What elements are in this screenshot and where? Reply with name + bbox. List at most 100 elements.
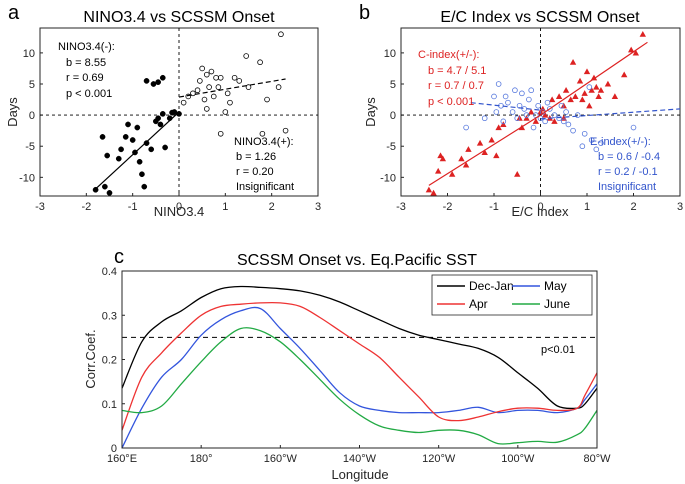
series-line-dec-jan	[121, 285, 598, 410]
panel-b-point-e-index	[565, 121, 572, 128]
annotation-b1-line4: p < 0.001	[428, 96, 474, 108]
panel-b-fit-line-c-index	[428, 114, 541, 186]
panel-b-fit-line-e-index	[540, 108, 681, 120]
panel-b-point-e-index	[512, 87, 518, 94]
panel-b-point-e-index	[514, 115, 521, 122]
panel-b-point-c-index	[435, 167, 442, 174]
panel-b-point-c-index	[493, 152, 500, 159]
panel-c-ytick-label: 0.2	[102, 355, 117, 367]
legend-label-may: May	[544, 279, 567, 293]
panel-a-point-nino3-4	[257, 59, 263, 66]
panel-b-point-e-index	[563, 109, 569, 115]
panel-b-point-e-index	[521, 106, 528, 112]
panel-a-point-nino3-4	[125, 121, 131, 128]
panel-b-fit-line-e-index	[470, 102, 541, 111]
panel-b-point-e-index	[579, 143, 586, 150]
panel-b-point-e-index	[544, 99, 551, 106]
panel-b-point-e-index	[526, 96, 532, 103]
panel-a-point-nino3-4	[118, 146, 124, 153]
panel-b-point-c-index	[572, 93, 579, 100]
panel-a-point-nino3-4	[231, 74, 238, 81]
panel-a-point-nino3-4	[204, 106, 210, 112]
panel-a: a NINO3.4 vs SCSSM Onset -3 -2 -1 0 1 2 3-10-5…	[5, 2, 321, 219]
panel-b-ytick-label: 0	[390, 110, 396, 122]
panel-b-point-c-index	[593, 83, 600, 90]
panel-a-xtick-label: -1	[128, 201, 138, 213]
panel-a-point-nino3-4	[222, 109, 229, 115]
annotation-b1-line1: C-index(+/-):	[418, 49, 479, 61]
panel-a-point-nino3-4	[155, 115, 161, 122]
panel-b-point-c-index	[448, 171, 456, 177]
panel-b-point-c-index	[551, 118, 558, 124]
panel-a-point-nino3-4	[259, 130, 266, 137]
panel-a-ytick-label: -10	[19, 172, 35, 184]
panel-a-point-nino3-4	[122, 134, 129, 140]
panel-b-point-e-index	[581, 130, 588, 137]
panel-b-xlabel: E/C Index	[511, 204, 569, 219]
panel-a-point-nino3-4	[217, 74, 224, 81]
panel-b-point-c-index	[627, 46, 635, 53]
panel-b-point-e-index	[463, 124, 469, 131]
panel-a-annotation-neg: NINO3.4(-): b = 8.55 r = 0.69 p < 0.001	[58, 41, 115, 100]
panel-c-xtick-label: 140°W	[343, 453, 377, 465]
annotation-b2-line4: Insignificant	[598, 181, 656, 193]
panel-a-point-nino3-4	[104, 152, 111, 159]
panel-b-ytick-label: -10	[380, 172, 396, 184]
panel-a-point-nino3-4	[162, 144, 168, 151]
panel-b-point-e-index	[551, 112, 558, 118]
panel-b-point-e-index	[491, 93, 497, 100]
panel-b-point-e-index	[546, 106, 553, 112]
panel-a-point-nino3-4	[129, 137, 136, 143]
panel-b-point-c-index	[621, 71, 628, 78]
panel-a-xtick-label: 3	[315, 201, 321, 213]
panel-b-point-e-index	[502, 93, 509, 100]
panel-b-point-c-index	[465, 146, 472, 152]
panel-b-point-c-index	[481, 149, 488, 156]
panel-b-point-c-index	[590, 74, 598, 81]
series-line-apr	[121, 301, 598, 431]
panel-c-ytick-label: 0.4	[102, 266, 117, 278]
panel-c-ytick-label: 0.3	[102, 310, 117, 322]
panel-label-c: c	[114, 246, 124, 268]
panel-c-title: SCSSM Onset vs. Eq.Pacific SST	[237, 252, 477, 269]
panel-c-xtick-label: 180°	[190, 453, 213, 465]
panel-b-point-c-index	[588, 87, 595, 93]
panel-b-point-e-index	[500, 118, 507, 125]
panel-b-point-e-index	[519, 90, 525, 97]
panel-b-xtick-label: -3	[396, 201, 406, 213]
annotation-b2-line3: r = 0.2 / -0.1	[598, 166, 658, 178]
panel-a-ytick-label: 5	[29, 79, 35, 91]
annotation-a2-line3: r = 0.20	[236, 166, 274, 178]
panel-b-fit-line-c-index	[540, 41, 648, 116]
panel-b-point-e-index	[535, 102, 541, 109]
panel-b-point-e-index	[509, 109, 516, 115]
panel-c-xtick-label: 80°W	[583, 453, 611, 465]
panel-a-xtick-label: 1	[222, 201, 228, 213]
panel-b-point-c-index	[462, 161, 470, 168]
panel-b-point-e-index	[586, 84, 593, 90]
annotation-b2-line1: E-index(+/-):	[590, 136, 651, 148]
annotation-a2-line1: NINO3.4(+):	[234, 136, 294, 148]
legend-box	[431, 274, 593, 316]
panel-b-point-c-index	[632, 49, 640, 56]
panel-b-point-c-index	[548, 96, 556, 103]
series-line-may	[121, 306, 598, 449]
panel-a-point-nino3-4	[264, 96, 270, 103]
annotation-b1-line3: r = 0.7 / 0.7	[428, 80, 484, 92]
panel-b-point-e-index	[588, 137, 595, 143]
panel-b-xtick-label: 2	[630, 201, 636, 213]
panel-a-point-nino3-4	[115, 155, 122, 162]
panel-b-point-e-index	[493, 109, 500, 115]
panel-a-point-nino3-4	[159, 111, 166, 117]
panel-a-point-nino3-4	[197, 78, 203, 84]
panel-b: b E/C Index vs SCSSM Onset -3 -2 -1 0 1 2 3-10…	[359, 2, 683, 219]
panel-a-ytick-label: 10	[23, 48, 35, 60]
panel-b-annotation-c: C-index(+/-): b = 4.7 / 5.1 r = 0.7 / 0.…	[418, 49, 486, 108]
panel-b-ylabel: Days	[363, 97, 378, 127]
panel-a-point-nino3-4	[148, 146, 155, 153]
panel-a-point-nino3-4	[224, 90, 231, 97]
legend: Dec-Jan May Apr June	[431, 274, 593, 316]
panel-a-xtick-label: 0	[176, 201, 182, 213]
annotation-b1-line2: b = 4.7 / 5.1	[428, 65, 486, 77]
panel-a-point-nino3-4	[199, 65, 205, 72]
